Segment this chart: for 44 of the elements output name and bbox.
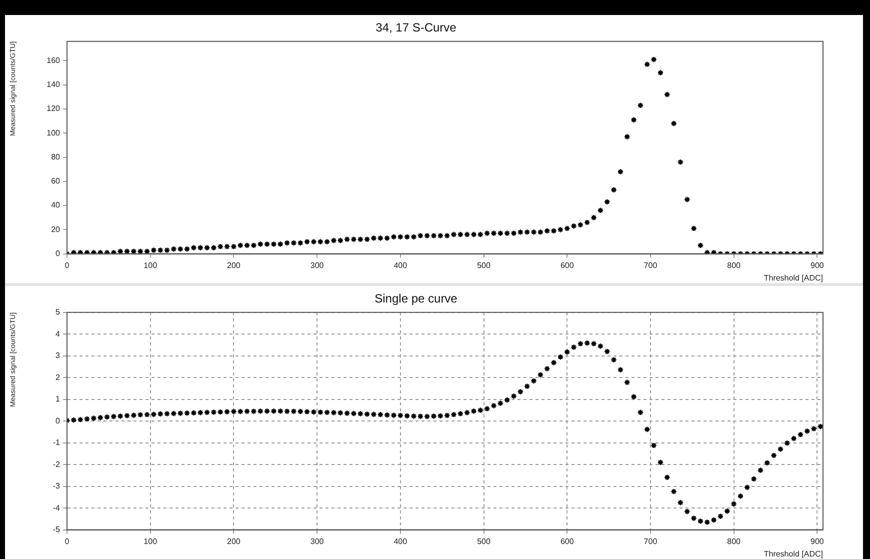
x-tick-label: 700 xyxy=(644,260,658,270)
y-tick-label: 100 xyxy=(46,128,61,138)
chart-title: Single pe curve xyxy=(374,292,458,306)
y-tick-label: 2 xyxy=(56,372,61,382)
y-tick-label: -2 xyxy=(52,460,61,469)
y-tick-label: 0 xyxy=(56,249,61,258)
x-tick-label: 800 xyxy=(727,260,742,270)
y-tick-label: 0 xyxy=(56,416,61,426)
x-tick-label: 500 xyxy=(477,536,491,546)
x-tick-label: 200 xyxy=(227,260,241,270)
x-tick-label: 900 xyxy=(810,536,824,546)
x-tick-label: 800 xyxy=(727,536,742,546)
y-tick-label: -5 xyxy=(52,525,61,534)
y-tick-label: -3 xyxy=(52,482,61,491)
y-tick-label: 140 xyxy=(46,80,61,90)
x-tick-label: 500 xyxy=(477,260,491,270)
y-tick-label: 160 xyxy=(46,56,61,65)
y-tick-label: 80 xyxy=(51,152,61,162)
x-tick-label: 200 xyxy=(227,536,241,546)
x-tick-label: 100 xyxy=(144,260,158,270)
y-tick-label: 3 xyxy=(56,351,61,360)
y-tick-label: -4 xyxy=(52,503,61,512)
x-tick-label: 0 xyxy=(64,260,70,270)
y-tick-label: 20 xyxy=(51,224,61,234)
x-tick-label: 300 xyxy=(310,260,324,270)
y-tick-label: 1 xyxy=(56,394,61,404)
x-tick-label: 600 xyxy=(560,536,574,546)
x-tick-label: 400 xyxy=(394,260,408,270)
x-tick-label: 700 xyxy=(644,536,658,546)
y-tick-label: 120 xyxy=(46,104,61,114)
y-tick-label: 40 xyxy=(51,200,61,210)
chart-title: 34, 17 S-Curve xyxy=(376,20,457,35)
x-tick-label: 900 xyxy=(810,260,824,270)
x-tick-label: 100 xyxy=(144,536,158,546)
y-tick-label: 4 xyxy=(56,329,61,338)
x-tick-label: 300 xyxy=(310,536,324,546)
x-axis-title: Threshold [ADC] xyxy=(764,273,823,282)
y-tick-label: 5 xyxy=(56,308,61,317)
x-tick-label: 600 xyxy=(560,260,574,270)
x-tick-label: 0 xyxy=(64,536,70,546)
y-tick-label: -1 xyxy=(52,438,61,448)
y-tick-label: 60 xyxy=(51,176,61,186)
x-tick-label: 400 xyxy=(394,536,408,546)
x-axis-title: Threshold [ADC] xyxy=(764,549,823,558)
